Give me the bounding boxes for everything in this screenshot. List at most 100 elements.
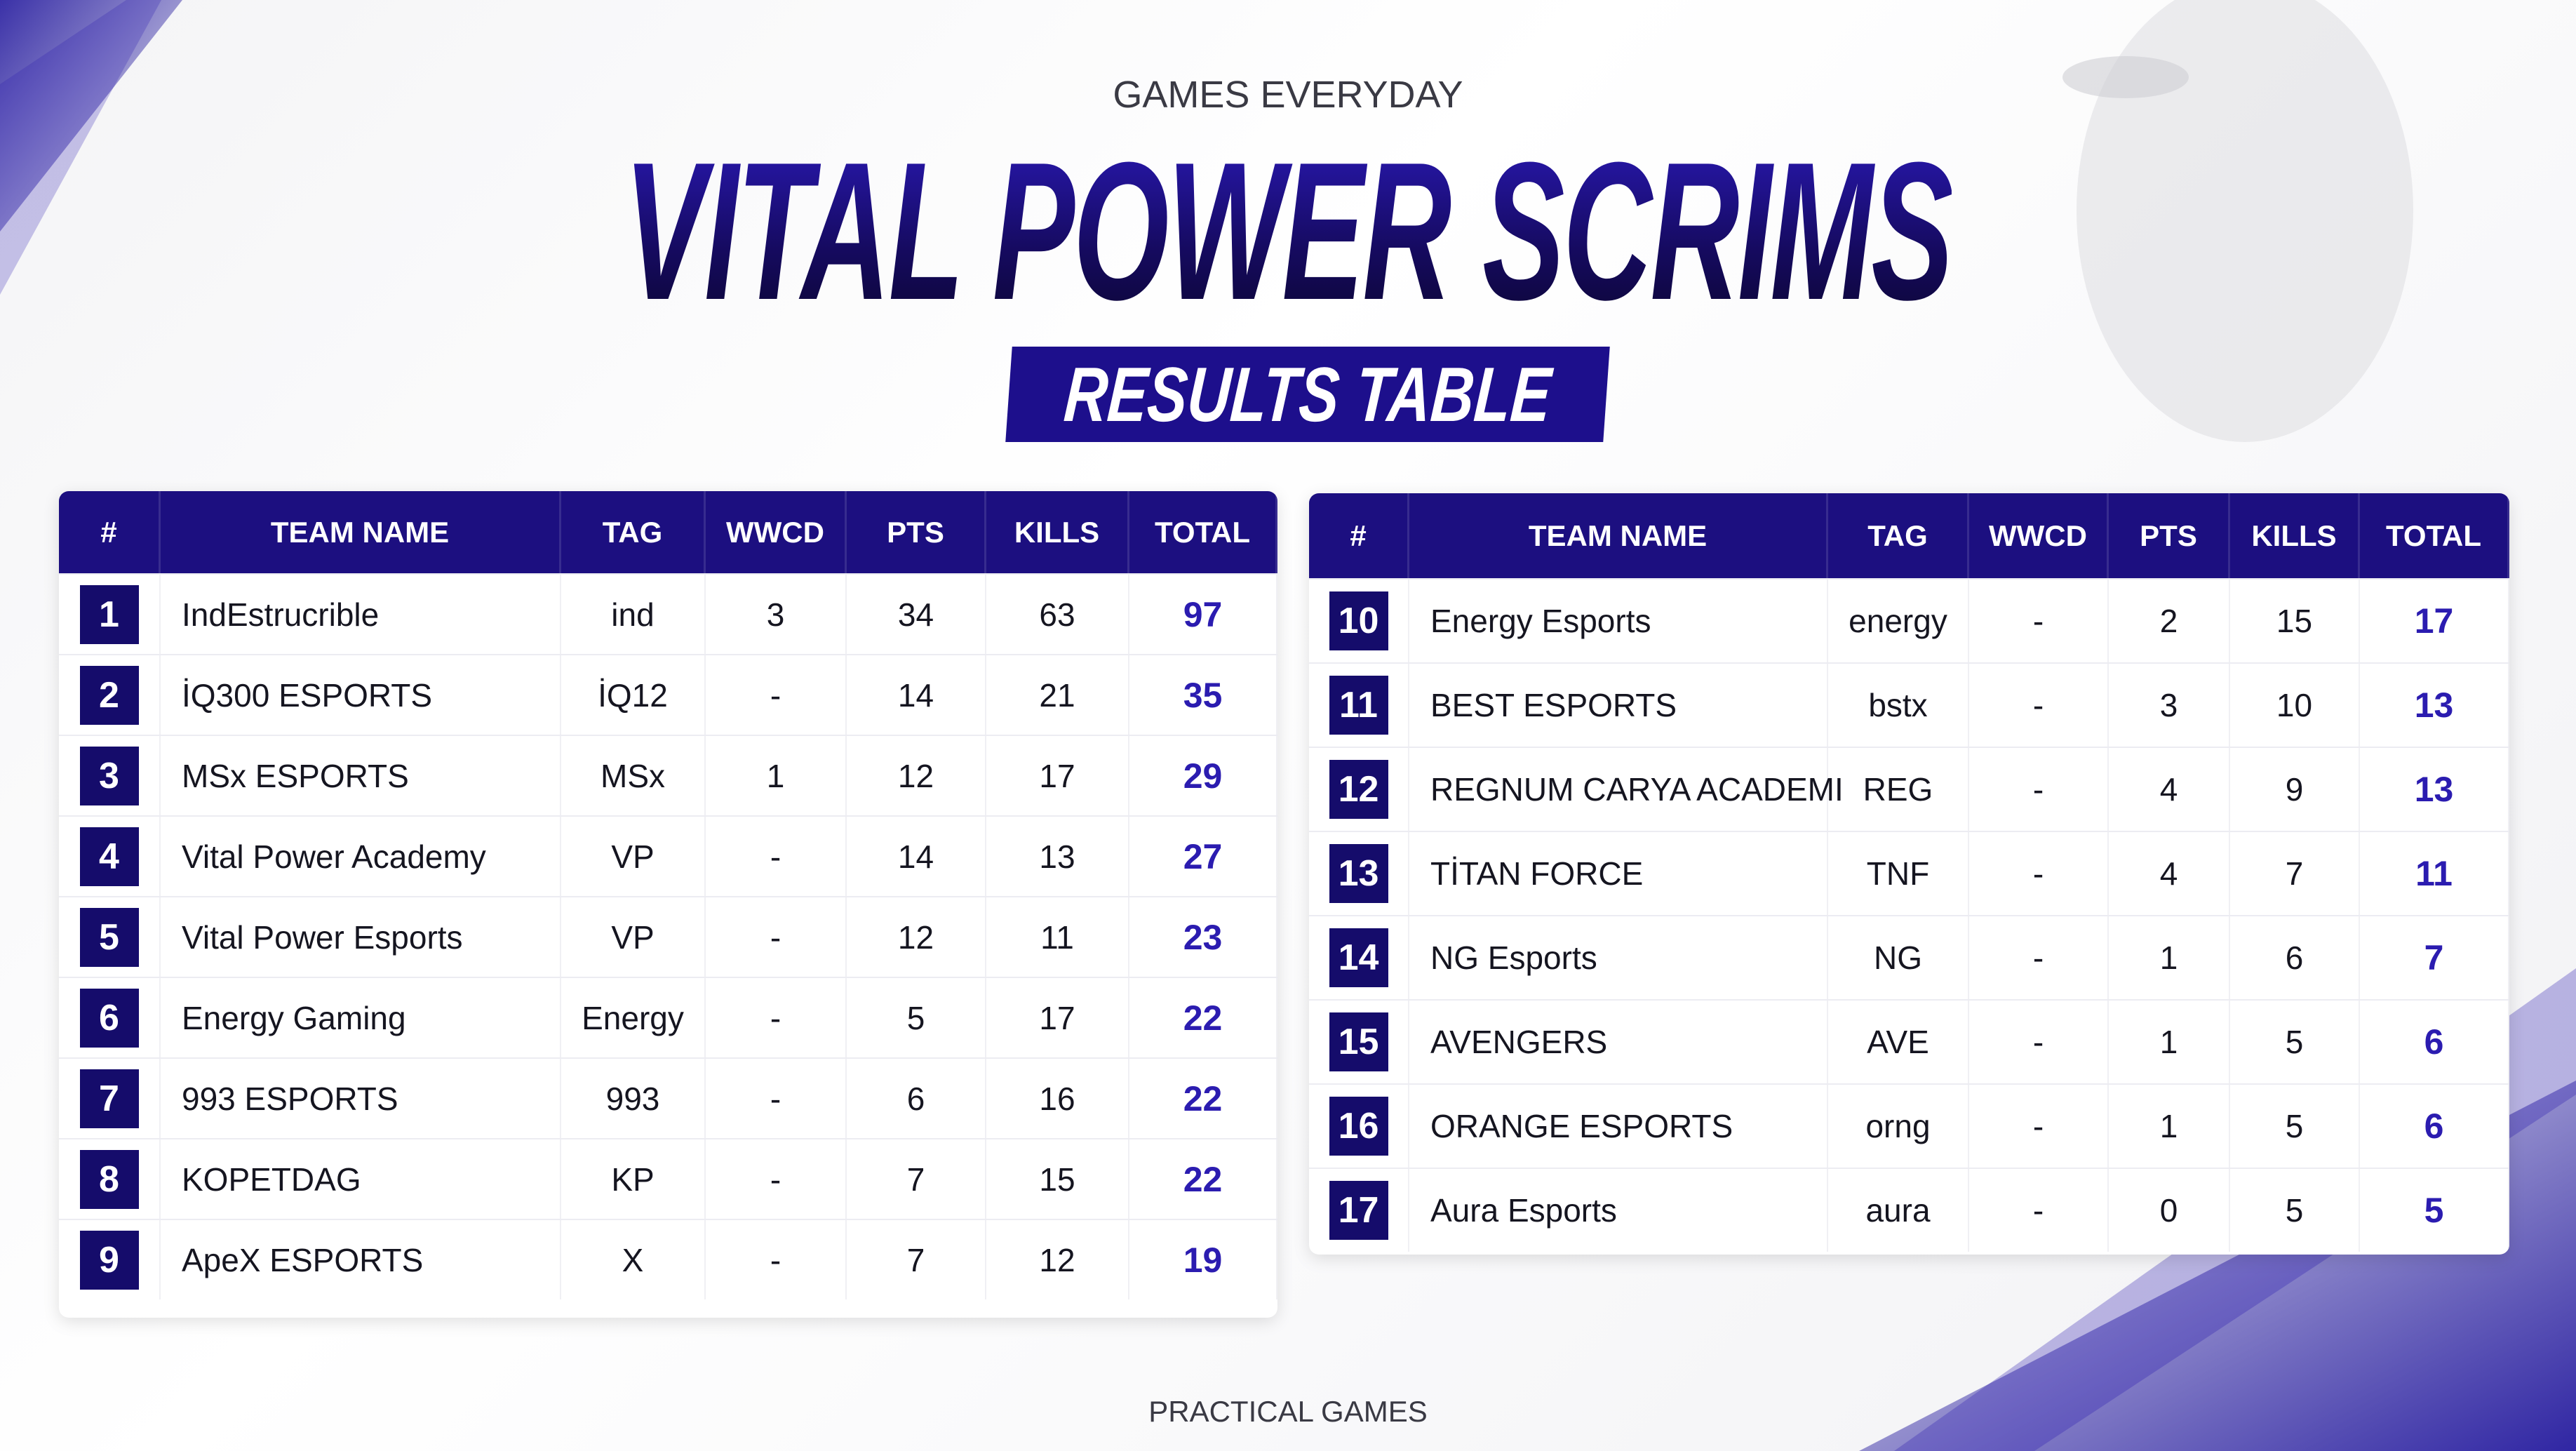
- table-row: 4 Vital Power Academy VP -14 13 27: [59, 815, 1277, 896]
- badge: RESULTS TABLE: [1005, 347, 1610, 442]
- kills: 15: [2230, 580, 2360, 662]
- table-row: 11 BEST ESPORTS bstx -3 10 13: [1309, 662, 2509, 747]
- table-row: 1 IndEstrucrible ind 3 34 63 97: [59, 573, 1277, 654]
- tag: VP: [561, 817, 706, 896]
- rank-badge: 4: [79, 827, 139, 886]
- wwcd: 3: [706, 575, 847, 654]
- column-header: TOTAL: [1129, 491, 1277, 573]
- rank-badge: 5: [79, 907, 139, 967]
- wwcd: 1: [706, 736, 847, 815]
- table-row: 7 993 ESPORTS 993-6 16 22: [59, 1057, 1277, 1138]
- kills: 11: [986, 897, 1129, 977]
- tag: NG: [1828, 916, 1969, 999]
- tag: AVE: [1828, 1001, 1969, 1083]
- footer: PRACTICAL GAMES: [1148, 1395, 1428, 1428]
- rank-cell: 2: [59, 655, 161, 735]
- wwcd: -: [706, 978, 847, 1057]
- total: 5: [2360, 1169, 2509, 1252]
- column-header: PTS: [2109, 493, 2230, 578]
- rank-badge: 6: [79, 988, 139, 1048]
- column-header: KILLS: [986, 491, 1129, 573]
- total: 97: [1129, 575, 1277, 654]
- rank-badge: 16: [1329, 1097, 1388, 1156]
- wwcd: -: [1969, 1085, 2109, 1168]
- wwcd: -: [1969, 832, 2109, 915]
- wwcd: -: [706, 897, 847, 977]
- total: 23: [1129, 897, 1277, 977]
- table-row: 13 TİTAN FORCE TNF -4 7 11: [1309, 831, 2509, 915]
- rank-cell: 10: [1309, 580, 1409, 662]
- tag: aura: [1828, 1169, 1969, 1252]
- pts: 4: [2109, 832, 2230, 915]
- rank-badge: 1: [79, 584, 139, 644]
- wwcd: -: [706, 655, 847, 735]
- table-row: 14 NG Esports NG -1 6 7: [1309, 915, 2509, 999]
- kills: 5: [2230, 1169, 2360, 1252]
- team-name: KOPETDAG: [161, 1139, 561, 1219]
- tag: 993: [561, 1059, 706, 1138]
- total: 22: [1129, 978, 1277, 1057]
- team-name: Vital Power Academy: [161, 817, 561, 896]
- rank-cell: 13: [1309, 832, 1409, 915]
- total: 27: [1129, 817, 1277, 896]
- column-header: TEAM NAME: [1409, 493, 1828, 578]
- total: 6: [2360, 1001, 2509, 1083]
- wwcd: -: [706, 817, 847, 896]
- team-name: Aura Esports: [1409, 1169, 1828, 1252]
- column-header: TAG: [1828, 493, 1969, 578]
- results-table: # TEAM NAME TAG WWCD PTS KILLS TOTAL 10 Energy E…: [1309, 493, 2509, 1255]
- team-name: Energy Esports: [1409, 580, 1828, 662]
- column-header: WWCD: [1969, 493, 2109, 578]
- tag: X: [561, 1220, 706, 1299]
- kills: 7: [2230, 832, 2360, 915]
- total: 17: [2360, 580, 2509, 662]
- title: VITAL POWER SCRIMS: [624, 122, 1954, 341]
- pts: 1: [2109, 1001, 2230, 1083]
- pts: 12: [847, 736, 986, 815]
- rank-cell: 12: [1309, 748, 1409, 831]
- total: 35: [1129, 655, 1277, 735]
- wwcd: -: [1969, 1001, 2109, 1083]
- table-row: 12 REGNUM CARYA ACADEMI REG -4 9 13: [1309, 747, 2509, 831]
- wwcd: -: [1969, 748, 2109, 831]
- pts: 4: [2109, 748, 2230, 831]
- kills: 5: [2230, 1001, 2360, 1083]
- table-row: 5 Vital Power Esports VP -12 11 23: [59, 896, 1277, 977]
- kills: 5: [2230, 1085, 2360, 1168]
- team-name: 993 ESPORTS: [161, 1059, 561, 1138]
- pts: 3: [2109, 664, 2230, 747]
- team-name: AVENGERS: [1409, 1001, 1828, 1083]
- column-header: TAG: [561, 491, 706, 573]
- tag: TNF: [1828, 832, 1969, 915]
- team-name: Energy Gaming: [161, 978, 561, 1057]
- column-header: TOTAL: [2360, 493, 2509, 578]
- column-header: PTS: [847, 491, 986, 573]
- pts: 2: [2109, 580, 2230, 662]
- table-row: 8 KOPETDAG KP -7 15 22: [59, 1138, 1277, 1219]
- team-name: IndEstrucrible: [161, 575, 561, 654]
- rank-badge: 11: [1329, 676, 1388, 735]
- team-name: Vital Power Esports: [161, 897, 561, 977]
- tag: İQ12: [561, 655, 706, 735]
- pts: 14: [847, 655, 986, 735]
- team-name: İQ300 ESPORTS: [161, 655, 561, 735]
- tag: KP: [561, 1139, 706, 1219]
- results-table: # TEAM NAME TAG WWCD PTS KILLS TOTAL 1 IndEstruc…: [59, 491, 1277, 1318]
- rank-badge: 12: [1329, 760, 1388, 819]
- rank-cell: 16: [1309, 1085, 1409, 1168]
- table-row: 3 MSx ESPORTS MSx 1 12 17 29: [59, 735, 1277, 815]
- kills: 16: [986, 1059, 1129, 1138]
- badge-text: RESULTS TABLE: [1061, 351, 1554, 438]
- kills: 21: [986, 655, 1129, 735]
- pts: 12: [847, 897, 986, 977]
- rank-badge: 10: [1329, 591, 1388, 650]
- kills: 6: [2230, 916, 2360, 999]
- header-row: # TEAM NAME TAG WWCD PTS KILLS TOTAL: [1309, 493, 2509, 578]
- kills: 15: [986, 1139, 1129, 1219]
- table-row: 16 ORANGE ESPORTS orng -1 5 6: [1309, 1083, 2509, 1168]
- rank-badge: 7: [79, 1069, 139, 1128]
- table-row: 6 Energy Gaming Energy -5 17 22: [59, 977, 1277, 1057]
- header-row: # TEAM NAME TAG WWCD PTS KILLS TOTAL: [59, 491, 1277, 573]
- pts: 14: [847, 817, 986, 896]
- total: 19: [1129, 1220, 1277, 1299]
